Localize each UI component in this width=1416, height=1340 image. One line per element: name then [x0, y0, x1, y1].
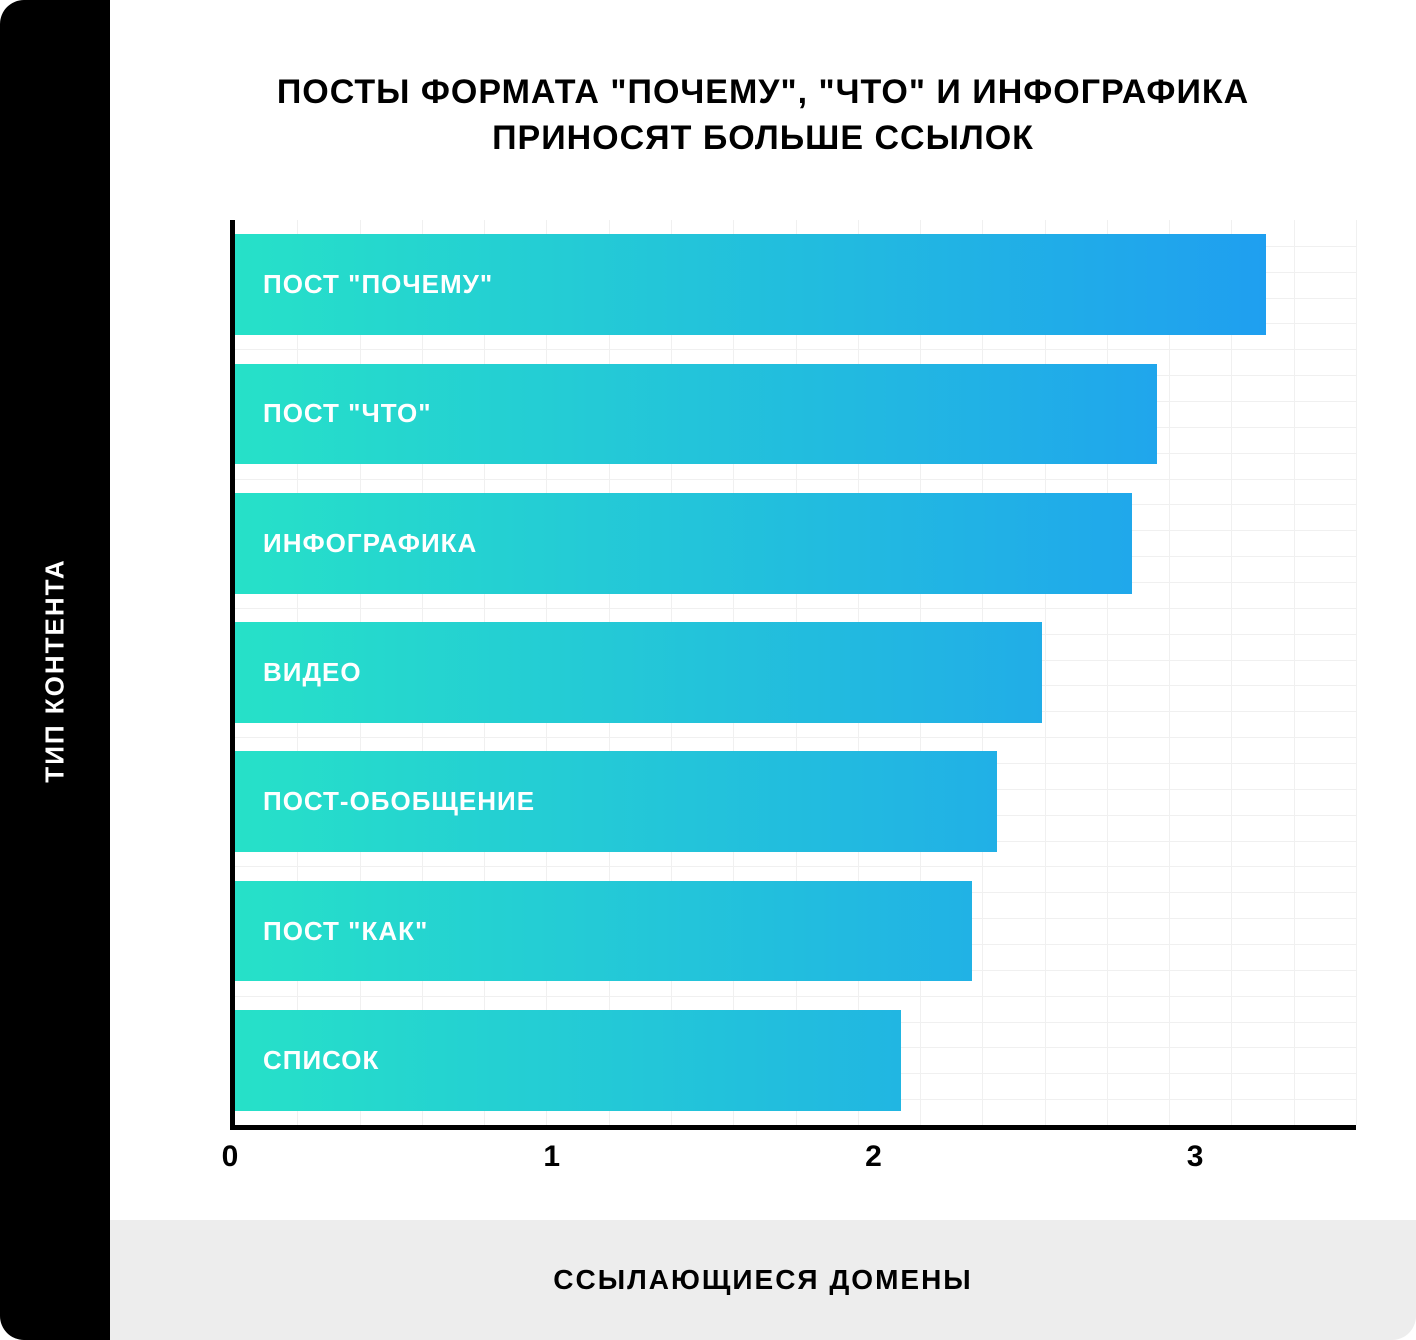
bar: СПИСОК — [235, 1010, 901, 1111]
bar-label: ИНФОГРАФИКА — [263, 528, 477, 559]
bar-label: ПОСТ "ЧТО" — [263, 398, 432, 429]
chart-title-line-1: ПОСТЫ ФОРМАТА "ПОЧЕМУ", "ЧТО" И ИНФОГРАФ… — [150, 70, 1376, 116]
chart-card: ТИП КОНТЕНТА ПОСТЫ ФОРМАТА "ПОЧЕМУ", "ЧТ… — [0, 0, 1416, 1340]
bar-label: ПОСТ "ПОЧЕМУ" — [263, 269, 493, 300]
x-tick-labels: 0123 — [230, 1140, 1356, 1190]
bar: ПОСТ "ЧТО" — [235, 364, 1157, 465]
chart-title: ПОСТЫ ФОРМАТА "ПОЧЕМУ", "ЧТО" И ИНФОГРАФ… — [110, 0, 1416, 162]
plot-area: ПОСТ "ПОЧЕМУ" ПОСТ "ЧТО" ИНФОГРАФИКА ВИДЕО П… — [230, 220, 1356, 1130]
y-axis-band: ТИП КОНТЕНТА — [0, 0, 110, 1340]
bar-label: ПОСТ-ОБОБЩЕНИЕ — [263, 786, 535, 817]
bar-label: СПИСОК — [263, 1045, 379, 1076]
chart-content: ПОСТЫ ФОРМАТА "ПОЧЕМУ", "ЧТО" И ИНФОГРАФ… — [110, 0, 1416, 1340]
chart-title-line-2: ПРИНОСЯТ БОЛЬШЕ ССЫЛОК — [150, 116, 1376, 162]
bar-label: ПОСТ "КАК" — [263, 916, 428, 947]
x-axis-label: ССЫЛАЮЩИЕСЯ ДОМЕНЫ — [553, 1264, 972, 1296]
plot-area-wrap: ПОСТ "ПОЧЕМУ" ПОСТ "ЧТО" ИНФОГРАФИКА ВИДЕО П… — [230, 220, 1356, 1130]
bar: ИНФОГРАФИКА — [235, 493, 1132, 594]
x-tick: 0 — [222, 1140, 239, 1174]
bars-layer: ПОСТ "ПОЧЕМУ" ПОСТ "ЧТО" ИНФОГРАФИКА ВИДЕО П… — [235, 220, 1356, 1125]
x-tick: 1 — [543, 1140, 560, 1174]
bar: ПОСТ "КАК" — [235, 881, 972, 982]
bar: ВИДЕО — [235, 622, 1042, 723]
bar-label: ВИДЕО — [263, 657, 362, 688]
x-axis-band: ССЫЛАЮЩИЕСЯ ДОМЕНЫ — [110, 1220, 1416, 1340]
x-tick: 3 — [1187, 1140, 1204, 1174]
bar: ПОСТ-ОБОБЩЕНИЕ — [235, 751, 997, 852]
x-tick: 2 — [865, 1140, 882, 1174]
y-axis-label: ТИП КОНТЕНТА — [40, 558, 71, 782]
bar: ПОСТ "ПОЧЕМУ" — [235, 234, 1266, 335]
